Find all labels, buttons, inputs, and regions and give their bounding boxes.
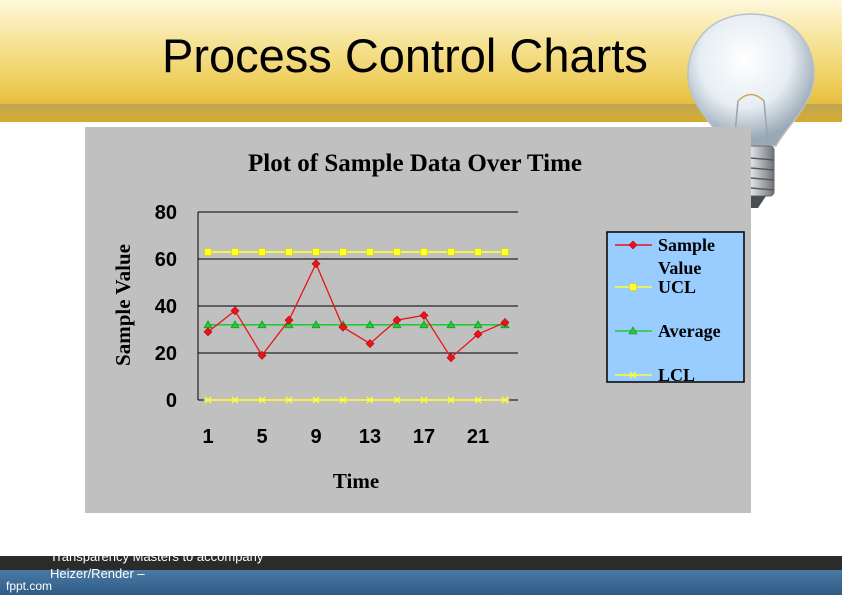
legend-label: Value [658, 258, 701, 278]
data-point [447, 396, 455, 404]
data-point [501, 396, 509, 404]
data-point [501, 248, 509, 256]
y-tick-label: 80 [155, 202, 177, 224]
y-tick-label: 20 [155, 343, 177, 365]
data-point [312, 248, 320, 256]
data-point [258, 396, 266, 404]
data-point [473, 329, 483, 339]
x-tick-label: 13 [359, 426, 381, 448]
data-point [231, 248, 239, 256]
data-point [365, 339, 375, 349]
x-tick-label: 1 [202, 426, 213, 448]
legend-label: LCL [658, 365, 695, 385]
data-point [258, 248, 266, 256]
data-point [420, 396, 428, 404]
chart-title: Plot of Sample Data Over Time [248, 150, 582, 177]
legend-box [606, 231, 745, 383]
data-point [446, 320, 456, 329]
data-point [447, 248, 455, 256]
site-logo: fppt.com [6, 579, 53, 593]
light-bulb-icon [687, 13, 815, 208]
data-point [339, 248, 347, 256]
legend-label: UCL [658, 277, 696, 297]
header-shadow [0, 104, 842, 124]
data-point [474, 396, 482, 404]
y-tick-label: 60 [155, 249, 177, 271]
data-point [231, 396, 239, 404]
data-point [500, 318, 510, 327]
data-point [473, 320, 483, 329]
x-tick-label: 17 [413, 426, 435, 448]
y-tick-label: 0 [166, 390, 177, 412]
series-line [207, 262, 506, 359]
data-point [366, 396, 374, 404]
data-point [339, 396, 347, 404]
data-point [628, 326, 638, 335]
x-tick-label: 9 [310, 426, 321, 448]
data-point [311, 320, 321, 329]
data-point [474, 248, 482, 256]
chart: Plot of Sample Data Over Time Sample Val… [85, 127, 751, 513]
data-point [284, 315, 294, 325]
data-point [629, 371, 637, 379]
data-point [628, 240, 638, 250]
y-tick-label: 40 [155, 296, 177, 318]
y-axis-label: Sample Value [111, 244, 135, 366]
data-point [338, 322, 348, 332]
data-point [419, 310, 429, 320]
data-point [446, 353, 456, 363]
data-point [365, 320, 375, 329]
data-point [393, 248, 401, 256]
data-point [230, 306, 240, 316]
data-point [257, 350, 267, 360]
footer-text: Transparency Masters to accompany Heizer… [50, 549, 264, 581]
data-point [393, 396, 401, 404]
data-point [629, 283, 637, 291]
legend-label: Sample [658, 235, 715, 255]
x-tick-label: 5 [256, 426, 267, 448]
data-point [285, 396, 293, 404]
x-tick-label: 21 [467, 426, 489, 448]
data-point [285, 248, 293, 256]
x-axis-label: Time [333, 469, 379, 493]
data-point [419, 320, 429, 329]
data-point [230, 320, 240, 329]
data-point [257, 320, 267, 329]
data-point [203, 327, 213, 337]
data-point [366, 248, 374, 256]
footer-bar [0, 556, 842, 595]
page-title: Process Control Charts [162, 29, 648, 82]
data-point [392, 315, 402, 325]
data-point [311, 259, 321, 269]
data-point [420, 248, 428, 256]
legend-label: Average [658, 321, 721, 341]
data-point [312, 396, 320, 404]
data-point [204, 396, 212, 404]
data-point [204, 248, 212, 256]
